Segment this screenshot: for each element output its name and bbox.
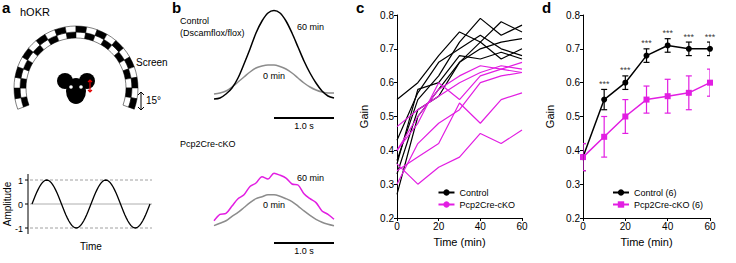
svg-text:1.0 s: 1.0 s [294, 121, 314, 131]
svg-text:0.5: 0.5 [380, 111, 394, 122]
svg-text:***: *** [662, 28, 673, 38]
svg-text:Gain: Gain [544, 105, 556, 128]
svg-text:60 min: 60 min [297, 173, 324, 183]
svg-text:60: 60 [704, 221, 716, 232]
svg-text:***: *** [684, 32, 695, 42]
svg-text:1: 1 [18, 176, 23, 186]
svg-text:15°: 15° [146, 95, 161, 106]
svg-text:0.2: 0.2 [566, 213, 580, 224]
svg-text:0.3: 0.3 [566, 179, 580, 190]
svg-text:0.4: 0.4 [380, 145, 394, 156]
svg-text:***: *** [599, 79, 610, 89]
svg-text:Pcp2Cre-cKO: Pcp2Cre-cKO [459, 200, 515, 210]
svg-text:Control (6): Control (6) [634, 188, 677, 198]
svg-text:Screen: Screen [136, 57, 168, 68]
svg-text:Pcp2Cre-cKO: Pcp2Cre-cKO [180, 139, 236, 149]
svg-text:60: 60 [516, 221, 528, 232]
svg-text:b: b [172, 0, 181, 16]
svg-text:Time (min): Time (min) [433, 236, 485, 248]
svg-text:0.6: 0.6 [566, 77, 580, 88]
svg-text:a: a [2, 0, 11, 16]
svg-text:0: 0 [394, 221, 400, 232]
svg-text:Time (min): Time (min) [620, 236, 672, 248]
svg-text:0 min: 0 min [263, 71, 285, 81]
svg-text:0 min: 0 min [263, 200, 285, 210]
svg-text:20: 20 [433, 221, 445, 232]
svg-text:0: 0 [18, 200, 23, 210]
svg-text:0.4: 0.4 [566, 145, 580, 156]
svg-text:hOKR: hOKR [20, 6, 50, 18]
svg-text:0.8: 0.8 [566, 10, 580, 21]
svg-text:0.8: 0.8 [380, 10, 394, 21]
svg-text:0: 0 [580, 221, 586, 232]
svg-text:0.5: 0.5 [566, 111, 580, 122]
svg-text:20: 20 [620, 221, 632, 232]
svg-text:40: 40 [475, 221, 487, 232]
svg-text:0.6: 0.6 [380, 77, 394, 88]
svg-text:***: *** [620, 65, 631, 75]
svg-text:Control: Control [180, 16, 209, 26]
svg-text:1.0 s: 1.0 s [294, 246, 314, 256]
svg-text:60 min: 60 min [297, 22, 324, 32]
svg-text:Gain: Gain [358, 105, 370, 128]
svg-text:0.7: 0.7 [566, 43, 580, 54]
svg-text:d: d [542, 0, 551, 16]
svg-text:-1: -1 [15, 224, 23, 234]
svg-text:***: *** [641, 38, 652, 48]
svg-text:(Dscamflox/flox): (Dscamflox/flox) [180, 28, 245, 38]
svg-text:Pcp2Cre-cKO (6): Pcp2Cre-cKO (6) [634, 200, 703, 210]
svg-text:0.7: 0.7 [380, 43, 394, 54]
svg-text:0.2: 0.2 [380, 213, 394, 224]
svg-text:0.3: 0.3 [380, 179, 394, 190]
svg-text:Amplitude: Amplitude [2, 181, 13, 226]
svg-text:***: *** [705, 32, 716, 42]
svg-text:Control: Control [459, 188, 488, 198]
svg-text:Time: Time [80, 241, 102, 252]
svg-text:c: c [356, 0, 364, 16]
svg-text:40: 40 [662, 221, 674, 232]
